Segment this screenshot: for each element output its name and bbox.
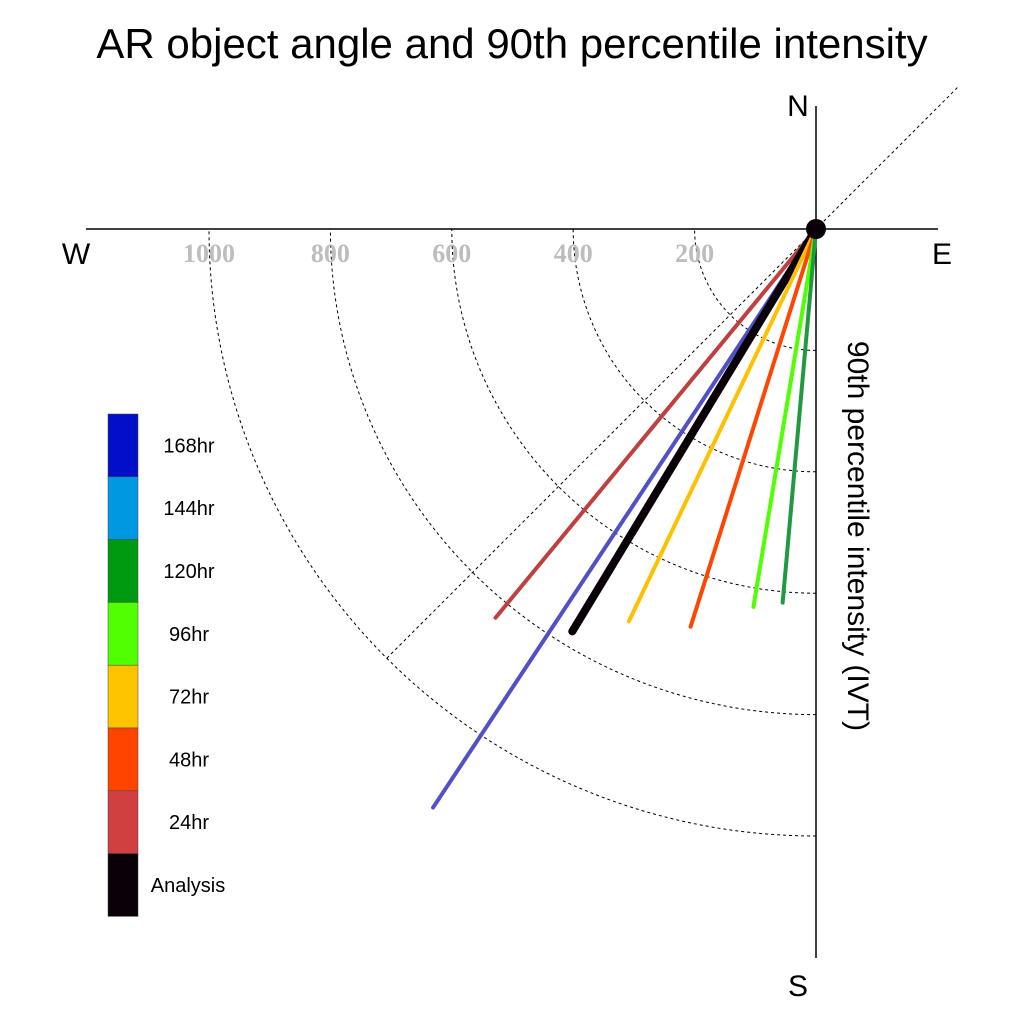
series-line-24hr — [493, 227, 818, 620]
legend-swatch-168hr — [107, 413, 139, 478]
legend-label-144hr: 144hr — [163, 498, 214, 520]
compass-west: W — [62, 238, 91, 271]
legend-swatch-analysis — [107, 853, 139, 917]
radial-ring-200 — [694, 228, 817, 351]
compass-east: E — [932, 238, 952, 271]
radial-ticks: 200 400 600 800 1000 — [183, 239, 714, 268]
legend-label-analysis: Analysis — [151, 875, 225, 897]
series-line-analysis — [568, 225, 820, 636]
legend-swatch-120hr — [107, 539, 139, 603]
series-line-96hr — [751, 227, 818, 609]
radial-ring-800 — [329, 228, 817, 716]
chart-title: AR object angle and 90th percentile inte… — [96, 20, 927, 67]
legend-swatch-24hr — [107, 790, 139, 854]
diagonal-guide — [386, 87, 958, 659]
series-line-72hr — [626, 227, 818, 624]
legend-label-72hr: 72hr — [169, 687, 209, 709]
compass-north: N — [787, 90, 809, 123]
legend-label-96hr: 96hr — [169, 624, 209, 646]
legend: 168hr 144hr 120hr 96hr 72hr 48hr 24hr Analysis — [107, 413, 225, 917]
legend-swatch-96hr — [107, 602, 139, 666]
legend-label-24hr: 24hr — [169, 812, 209, 834]
radial-grid — [208, 87, 958, 837]
legend-label-120hr: 120hr — [163, 561, 214, 583]
series-lines — [431, 225, 820, 810]
legend-swatch-144hr — [107, 476, 139, 540]
radial-ring-400 — [572, 228, 817, 473]
origin-marker — [806, 219, 826, 239]
legend-label-168hr: 168hr — [163, 435, 214, 457]
radial-tick-label-1000: 1000 — [183, 239, 235, 268]
series-line-48hr — [688, 227, 818, 629]
series-line-120hr — [780, 227, 818, 605]
series-line-168hr — [431, 227, 818, 810]
radial-tick-label-400: 400 — [554, 239, 593, 268]
legend-swatch-72hr — [107, 664, 139, 729]
radial-axis-label: 90th percentile intensity (IVT) — [841, 341, 874, 731]
radial-tick-label-600: 600 — [432, 239, 471, 268]
compass-south: S — [788, 970, 808, 1003]
radial-ring-600 — [451, 228, 817, 594]
radial-tick-label-800: 800 — [311, 239, 350, 268]
legend-label-48hr: 48hr — [169, 749, 209, 771]
legend-swatch-48hr — [107, 727, 139, 792]
radial-tick-label-200: 200 — [675, 239, 714, 268]
